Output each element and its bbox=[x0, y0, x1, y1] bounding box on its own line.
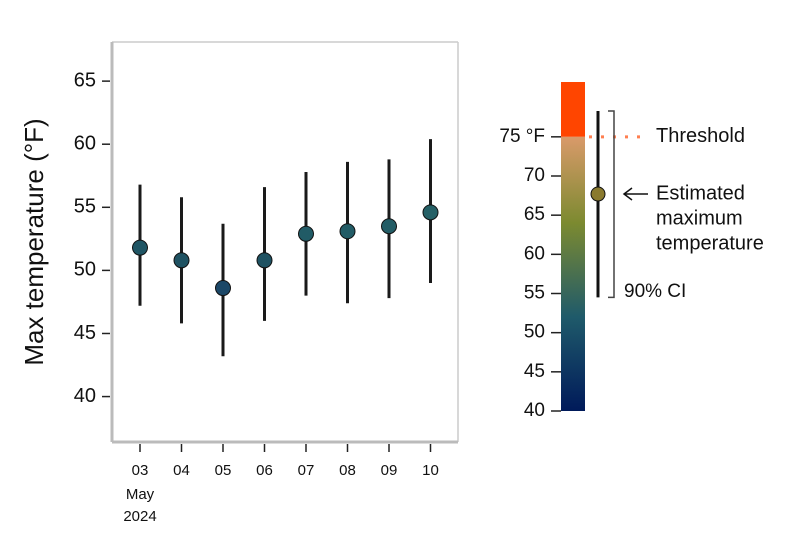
estimate-label: temperature bbox=[656, 232, 764, 254]
estimate-arrow bbox=[622, 187, 648, 201]
x-tick-label: 10 bbox=[422, 462, 439, 479]
y-axis-label: Max temperature (°F) bbox=[19, 118, 49, 365]
ci-label: 90% CI bbox=[624, 281, 686, 302]
x-tick-label: 07 bbox=[298, 462, 315, 479]
threshold-label: Threshold bbox=[656, 125, 745, 147]
colorbar-above bbox=[561, 82, 585, 137]
x-tick-label: 03 bbox=[132, 462, 149, 479]
point bbox=[215, 280, 231, 297]
colorbar-tick-label: 70 bbox=[524, 165, 545, 186]
point bbox=[339, 223, 356, 240]
y-tick-label: 50 bbox=[74, 259, 96, 281]
point bbox=[173, 252, 190, 269]
colorbar-tick-label: 75 °F bbox=[499, 126, 545, 147]
colorbar-tick-label: 55 bbox=[524, 283, 545, 304]
x-tick-label: 05 bbox=[215, 462, 232, 479]
colorbar-tick-label: 60 bbox=[524, 243, 545, 264]
colorbar bbox=[561, 136, 585, 412]
point bbox=[381, 218, 397, 235]
ci-bracket bbox=[608, 110, 615, 299]
y-tick-label: 40 bbox=[74, 385, 96, 407]
colorbar-tick-label: 50 bbox=[524, 322, 545, 343]
colorbar-tick-label: 40 bbox=[524, 400, 545, 421]
estimate-label: maximum bbox=[656, 207, 743, 229]
y-tick-label: 65 bbox=[74, 69, 96, 91]
colorbar-tick-label: 45 bbox=[524, 361, 545, 382]
x-tick-label: 09 bbox=[381, 462, 398, 479]
point bbox=[298, 225, 314, 242]
x-tick-label: 08 bbox=[339, 462, 356, 479]
point bbox=[422, 204, 439, 221]
x-tick-label: 06 bbox=[256, 462, 273, 479]
point bbox=[256, 252, 273, 269]
estimate-label: Estimated bbox=[656, 182, 745, 204]
example-point bbox=[590, 186, 606, 202]
x-tick-label: 04 bbox=[173, 462, 190, 479]
x-month-label: May bbox=[126, 486, 155, 503]
point bbox=[132, 239, 148, 256]
colorbar-tick-label: 65 bbox=[524, 204, 545, 225]
y-tick-label: 45 bbox=[74, 322, 96, 344]
x-year-label: 2024 bbox=[123, 508, 156, 525]
y-tick-label: 60 bbox=[74, 132, 96, 154]
y-tick-label: 55 bbox=[74, 196, 96, 218]
